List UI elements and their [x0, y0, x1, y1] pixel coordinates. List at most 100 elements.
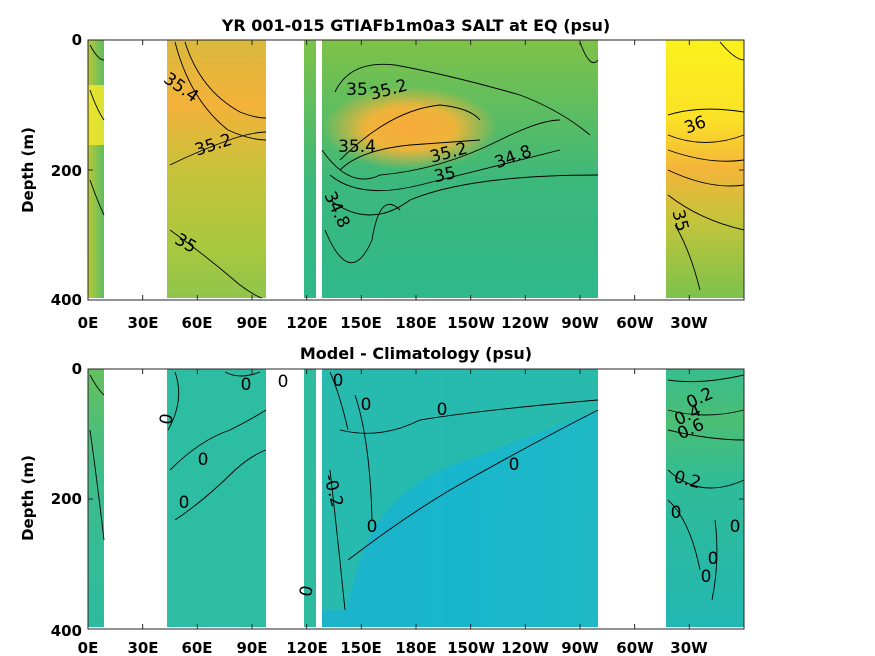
contour-line [89, 179, 105, 216]
y-tick-label: 0 [72, 360, 82, 378]
contour-line [667, 429, 745, 441]
salinity-y-axis-label: Depth (m) [19, 127, 37, 213]
salinity-contours [89, 41, 745, 299]
contour-line [329, 371, 349, 431]
contour-line [174, 449, 267, 521]
contour-line [711, 519, 718, 601]
x-tick-label: 60E [181, 639, 212, 656]
contour-line [667, 134, 745, 143]
x-tick-label: 120W [501, 314, 549, 332]
contour-line [674, 224, 701, 291]
anomaly-contours [89, 371, 745, 611]
contour-line [354, 394, 373, 521]
salinity-field-atlantic [666, 40, 744, 298]
anomaly-field-atlantic [666, 369, 744, 627]
salinity-panel-title: YR 001-015 GTIAFb1m0a3 SALT at EQ (psu) [221, 16, 610, 35]
contour-line [169, 229, 263, 299]
x-tick-label: 90W [561, 314, 599, 332]
x-tick-label: 30W [670, 639, 708, 656]
x-tick-label: 120E [286, 314, 328, 332]
anomaly-y-axis-label: Depth (m) [19, 455, 37, 541]
salinity-panel: YR 001-015 GTIAFb1m0a3 SALT at EQ (psu) [19, 16, 745, 332]
contour-line [579, 41, 599, 64]
x-tick-label: 0E [78, 314, 99, 332]
contour-label: 0 [296, 584, 318, 598]
contour-line [667, 499, 701, 571]
x-tick-label: 150E [340, 639, 382, 656]
contour-line [89, 374, 105, 396]
x-tick-label: 60E [181, 314, 212, 332]
contour-line [89, 429, 105, 541]
y-tick-label: 400 [51, 622, 82, 640]
contour-line [334, 63, 591, 136]
salinity-x-tick-labels: 0E 30E 60E 90E 120E 150E 180E 150W 120W … [78, 314, 709, 332]
contour-line [347, 409, 599, 561]
anomaly-panel-title: Model - Climatology (psu) [300, 344, 532, 363]
x-tick-label: 30W [670, 314, 708, 332]
contour-line [667, 194, 745, 231]
contour-label: 35 [346, 80, 368, 100]
contour-line [329, 174, 599, 216]
contour-line [667, 169, 745, 187]
contour-line [169, 131, 267, 166]
contour-line [324, 203, 401, 263]
anomaly-panel: Model - Climatology (psu) [19, 344, 745, 656]
contour-line [321, 119, 561, 180]
contour-line [329, 469, 346, 611]
contour-line [667, 149, 745, 162]
contour-label: 0 [708, 549, 719, 569]
contour-label: 0 [509, 455, 520, 475]
contour-line [719, 41, 745, 61]
x-tick-label: 150W [447, 639, 495, 656]
salinity-field [88, 40, 744, 298]
contour-line [184, 41, 267, 119]
anomaly-field-indian [167, 369, 266, 627]
anomaly-axis-ticks [87, 368, 744, 630]
contour-label: 0 [730, 517, 741, 537]
contour-label: 0 [198, 450, 209, 470]
x-tick-label: 0E [78, 639, 99, 656]
contour-line [167, 371, 180, 431]
contour-label: 0 [701, 567, 712, 587]
contour-line [224, 371, 261, 377]
anomaly-x-tick-labels: 0E 30E 60E 90E 120E 150E 180E 150W 120W … [78, 639, 709, 656]
contour-line [339, 399, 599, 434]
contour-line [89, 89, 105, 121]
contour-label: 0 [437, 400, 448, 420]
contour-label: 0 [361, 395, 372, 415]
contour-label: 0 [333, 371, 344, 391]
contour-label: 0 [278, 372, 289, 392]
salinity-y-tick-labels: 0 200 400 [51, 31, 82, 309]
contour-label: 0 [156, 412, 178, 426]
x-tick-label: 60W [616, 314, 654, 332]
anomaly-y-tick-labels: 0 200 400 [51, 360, 82, 640]
anomaly-field-west-africa [88, 369, 104, 627]
y-tick-label: 400 [51, 291, 82, 309]
x-tick-label: 90E [236, 639, 267, 656]
contour-line [339, 104, 481, 161]
contour-label: 0 [241, 375, 252, 395]
contour-line [667, 409, 745, 416]
contour-label: 35.4 [338, 137, 376, 157]
y-tick-label: 0 [72, 31, 82, 49]
x-tick-label: 60W [616, 639, 654, 656]
salinity-field-pacific [322, 40, 598, 298]
x-tick-label: 180E [395, 639, 437, 656]
contour-label: 0 [367, 517, 378, 537]
salinity-axis-ticks [87, 39, 744, 301]
contour-line [667, 469, 745, 489]
y-tick-label: 200 [51, 162, 82, 180]
x-tick-label: 90W [561, 639, 599, 656]
contour-line [667, 108, 745, 116]
contour-line [339, 139, 481, 171]
salinity-field-indonesia [304, 40, 316, 298]
salinity-field-west-africa [88, 40, 104, 298]
contour-line [667, 374, 745, 383]
anomaly-field-indonesia [304, 369, 316, 627]
y-tick-label: 200 [51, 490, 82, 508]
contour-label: 0 [179, 493, 190, 513]
contour-line [89, 44, 105, 61]
x-tick-label: 90E [236, 314, 267, 332]
contour-line [169, 409, 267, 471]
